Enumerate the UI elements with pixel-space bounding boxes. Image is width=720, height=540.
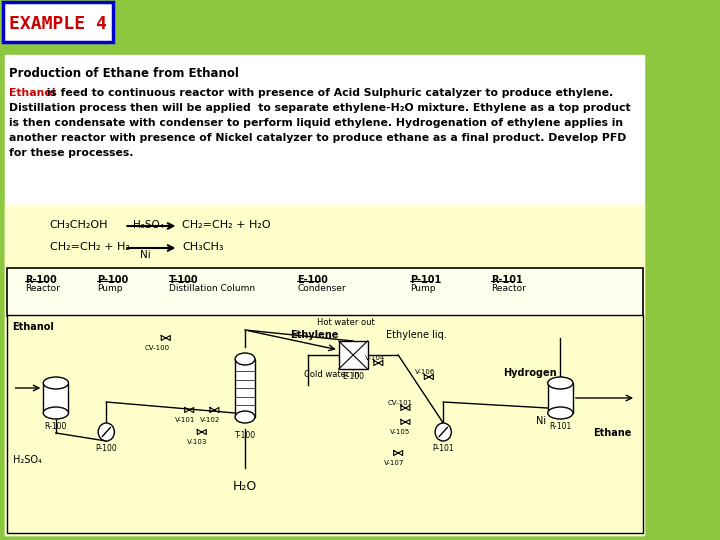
Ellipse shape bbox=[548, 377, 573, 389]
Text: for these processes.: for these processes. bbox=[9, 148, 133, 158]
Text: Hydrogen: Hydrogen bbox=[503, 368, 557, 378]
Text: CV-101: CV-101 bbox=[387, 400, 413, 406]
Text: is then condensate with condenser to perform liquid ethylene. Hydrogenation of e: is then condensate with condenser to per… bbox=[9, 118, 623, 128]
Text: V-107: V-107 bbox=[384, 460, 404, 466]
Text: H₂SO₄: H₂SO₄ bbox=[133, 220, 164, 230]
Bar bbox=[4, 205, 644, 535]
Text: Reactor: Reactor bbox=[25, 284, 60, 293]
Bar bbox=[43, 383, 68, 413]
Text: T-100: T-100 bbox=[169, 275, 199, 285]
Text: V-101: V-101 bbox=[174, 417, 195, 423]
Text: CH₂=CH₂ + H₂O: CH₂=CH₂ + H₂O bbox=[182, 220, 271, 230]
Text: Cold water in: Cold water in bbox=[305, 370, 360, 379]
Text: is feed to continuous reactor with presence of Acid Sulphuric catalyzer to produ: is feed to continuous reactor with prese… bbox=[43, 88, 613, 98]
Bar bbox=[0, 0, 649, 55]
Bar bbox=[235, 359, 255, 417]
FancyBboxPatch shape bbox=[3, 2, 112, 42]
Text: Ethylene liq.: Ethylene liq. bbox=[386, 330, 446, 340]
Text: CH₃CH₂OH: CH₃CH₂OH bbox=[50, 220, 108, 230]
Bar bbox=[4, 55, 644, 535]
Text: R-101: R-101 bbox=[491, 275, 523, 285]
Text: H₂O: H₂O bbox=[233, 480, 257, 493]
Text: P-101: P-101 bbox=[433, 444, 454, 453]
Bar bbox=[7, 315, 643, 533]
Text: CH₃CH₃: CH₃CH₃ bbox=[182, 242, 223, 252]
Text: P-100: P-100 bbox=[97, 275, 129, 285]
Text: Distillation Column: Distillation Column bbox=[169, 284, 256, 293]
Text: V-105: V-105 bbox=[390, 429, 410, 435]
Text: P-101: P-101 bbox=[410, 275, 441, 285]
Text: Production of Ethane from Ethanol: Production of Ethane from Ethanol bbox=[9, 67, 239, 80]
Text: Condenser: Condenser bbox=[297, 284, 346, 293]
Text: P-100: P-100 bbox=[96, 444, 117, 453]
Ellipse shape bbox=[235, 353, 255, 365]
Text: EXAMPLE 4: EXAMPLE 4 bbox=[9, 15, 107, 33]
Ellipse shape bbox=[43, 377, 68, 389]
Text: Ethanol: Ethanol bbox=[13, 322, 55, 332]
Text: H₂SO₄: H₂SO₄ bbox=[13, 455, 42, 465]
Bar bbox=[548, 383, 573, 413]
Text: Ni: Ni bbox=[536, 416, 546, 426]
Text: R-100: R-100 bbox=[25, 275, 57, 285]
Text: Ethane: Ethane bbox=[593, 428, 631, 438]
Text: Ethylene: Ethylene bbox=[290, 330, 338, 340]
Text: Distillation process then will be applied  to separate ethylene-H₂O mixture. Eth: Distillation process then will be applie… bbox=[9, 103, 631, 113]
Text: V-102: V-102 bbox=[199, 417, 220, 423]
Bar bbox=[7, 268, 643, 316]
Circle shape bbox=[435, 423, 451, 441]
Text: Reactor: Reactor bbox=[491, 284, 526, 293]
Ellipse shape bbox=[548, 407, 573, 419]
Bar bbox=[338, 341, 367, 369]
Text: Pump: Pump bbox=[410, 284, 436, 293]
Ellipse shape bbox=[43, 407, 68, 419]
Text: V-104: V-104 bbox=[364, 355, 385, 361]
Text: E-100: E-100 bbox=[297, 275, 328, 285]
Text: T-100: T-100 bbox=[235, 431, 256, 440]
Text: Hot water out: Hot water out bbox=[317, 318, 375, 327]
Text: R-100: R-100 bbox=[45, 422, 67, 431]
Text: R-101: R-101 bbox=[549, 422, 572, 431]
Text: V-103: V-103 bbox=[187, 439, 207, 445]
Text: another reactor with presence of Nickel catalyzer to produce ethane as a final p: another reactor with presence of Nickel … bbox=[9, 133, 626, 143]
Ellipse shape bbox=[235, 411, 255, 423]
Text: Ni: Ni bbox=[140, 250, 150, 260]
Text: E-100: E-100 bbox=[342, 372, 364, 381]
Text: CH₂=CH₂ + H₂: CH₂=CH₂ + H₂ bbox=[50, 242, 130, 252]
Text: CV-100: CV-100 bbox=[145, 345, 170, 351]
Text: Ethanol: Ethanol bbox=[9, 88, 55, 98]
Circle shape bbox=[98, 423, 114, 441]
Text: Pump: Pump bbox=[97, 284, 123, 293]
Text: V-106: V-106 bbox=[415, 369, 436, 375]
